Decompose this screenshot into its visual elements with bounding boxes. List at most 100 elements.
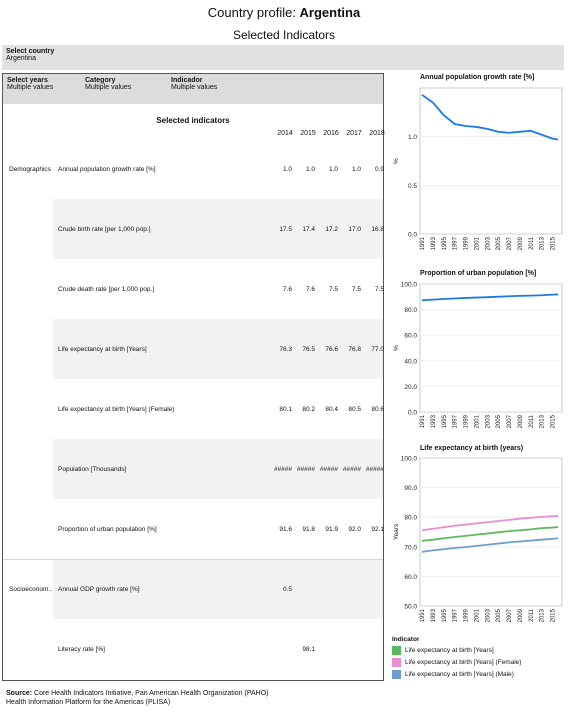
table-cell-value: 0.9 — [374, 166, 384, 173]
x-tick-label: 1997 — [453, 236, 459, 250]
table-cell-value: 92.1 — [371, 526, 384, 533]
table-cell-value: 76.3 — [279, 346, 292, 353]
table-cell-value: 76.6 — [325, 346, 338, 353]
table-cell-value: 80.6 — [371, 406, 384, 413]
y-tick-label: 40.0 — [404, 358, 417, 365]
country-filter-label: Select country — [6, 48, 55, 55]
x-tick-label: 1993 — [431, 608, 437, 622]
x-tick-label: 2011 — [529, 608, 535, 622]
indicator-label: Life expectancy at birth [Years] (Female… — [58, 406, 175, 413]
table-title: Selected indicators — [156, 116, 230, 125]
category-label: Socioeconom.. — [9, 586, 52, 593]
series-line — [421, 515, 559, 532]
chart-title-urban: Proportion of urban population [%] — [420, 270, 537, 277]
legend-label: Life expectancy at birth [Years] — [405, 647, 494, 654]
x-tick-label: 2013 — [540, 414, 546, 428]
x-tick-label: 2007 — [507, 414, 513, 428]
x-tick-label: 2013 — [540, 236, 546, 250]
y-tick-label: 60.0 — [404, 574, 417, 581]
y-axis-label: % — [393, 158, 400, 164]
table-cell-value: 7.6 — [305, 286, 315, 293]
y-tick-label: 0.0 — [408, 410, 417, 417]
table-cell-value: 91.9 — [325, 526, 338, 533]
year-header: 2015 — [300, 130, 316, 137]
source-note: Source: Core Health Indicators Initiativ… — [6, 689, 268, 707]
years-filter-value[interactable]: Multiple values — [7, 84, 54, 91]
table-cell-value: 92.0 — [348, 526, 361, 533]
table-cell-value: ##### — [319, 466, 338, 473]
legend-swatch — [392, 670, 401, 679]
x-tick-label: 1995 — [442, 236, 448, 250]
x-tick-label: 2009 — [518, 608, 524, 622]
indicator-label: Literacy rate [%] — [58, 646, 105, 653]
year-header: 2016 — [323, 130, 339, 137]
y-tick-label: 1.0 — [408, 134, 417, 141]
table-cell-value: 98.1 — [302, 646, 315, 653]
category-filter-label: Category — [85, 77, 116, 84]
y-tick-label: 0.5 — [408, 183, 417, 190]
y-axis-label: Years — [393, 523, 400, 540]
indicator-filter-label: Indicador — [171, 77, 203, 84]
table-cell-value: 76.5 — [302, 346, 315, 353]
x-tick-label: 2001 — [474, 236, 480, 250]
x-tick-label: 2015 — [551, 608, 557, 622]
category-label: Demographics — [9, 166, 51, 173]
indicator-label: Population [Thousands] — [58, 466, 127, 473]
x-tick-label: 1993 — [431, 236, 437, 250]
country-filter[interactable]: Select country Argentina — [2, 45, 564, 70]
indicator-label: Life expectancy at birth [Years] — [58, 346, 147, 353]
x-tick-label: 1997 — [453, 414, 459, 428]
country-filter-value[interactable]: Argentina — [6, 55, 36, 62]
table-cell-value: 91.8 — [302, 526, 315, 533]
years-filter-label: Select years — [7, 77, 48, 84]
source-line-1: Core Health Indicators Initiative, Pan A… — [32, 690, 269, 697]
table-cell-value: 7.5 — [328, 286, 338, 293]
filter-row: Select years Multiple values Category Mu… — [3, 74, 383, 104]
x-tick-label: 2009 — [518, 414, 524, 428]
category-filter-value[interactable]: Multiple values — [85, 84, 132, 91]
indicator-filter[interactable]: Indicador Multiple values — [171, 77, 217, 91]
legend-item[interactable]: Life expectancy at birth [Years] — [392, 646, 521, 655]
y-tick-label: 100.0 — [401, 456, 418, 463]
plot-area — [419, 87, 563, 235]
x-tick-label: 2013 — [540, 608, 546, 622]
x-tick-label: 2003 — [485, 608, 491, 622]
x-tick-label: 2009 — [518, 236, 524, 250]
indicators-table-panel: Select years Multiple values Category Mu… — [2, 73, 385, 681]
series-line — [421, 526, 559, 542]
table-cell-value: 77.0 — [371, 346, 384, 353]
legend-item[interactable]: Life expectancy at birth [Years] (Female… — [392, 658, 521, 667]
table-cell-value: 1.0 — [351, 166, 361, 173]
indicator-filter-value[interactable]: Multiple values — [171, 84, 218, 91]
table-cell-value: ##### — [365, 466, 384, 473]
category-filter[interactable]: Category Multiple values — [85, 77, 131, 91]
chart-life-expectancy: 50.0 60.0 70.0 80.0 90.0 100.0 1991 1993 1995 199… — [393, 456, 563, 622]
years-filter[interactable]: Select years Multiple values — [7, 77, 53, 91]
x-tick-label: 2015 — [551, 236, 557, 250]
y-tick-label: 20.0 — [404, 384, 417, 391]
row-band — [53, 439, 383, 499]
chart-title-growth: Annual population growth rate [%] — [420, 74, 535, 81]
table-cell-value: 0.5 — [282, 586, 292, 593]
legend-item[interactable]: Life expectancy at birth [Years] (Male) — [392, 670, 521, 679]
x-tick-label: 2011 — [529, 236, 535, 250]
x-tick-label: 2005 — [496, 608, 502, 622]
plot-area — [419, 283, 563, 413]
x-tick-label: 2003 — [485, 414, 491, 428]
page-subtitle: Selected Indicators — [232, 28, 336, 42]
table-cell-value: 1.0 — [305, 166, 315, 173]
table-cell-value: 91.6 — [279, 526, 292, 533]
table-cell-value: 1.0 — [328, 166, 338, 173]
x-tick-label: 1993 — [431, 414, 437, 428]
table-cell-value: 17.5 — [279, 226, 292, 233]
legend-title: Indicator — [392, 636, 420, 643]
title-prefix: Country profile: — [207, 5, 300, 20]
x-tick-label: 2001 — [474, 414, 480, 428]
y-tick-label: 80.0 — [404, 307, 417, 314]
category-divider — [3, 559, 383, 560]
table-cell-value: 17.2 — [325, 226, 338, 233]
x-tick-label: 1999 — [464, 608, 470, 622]
indicator-label: Annual GDP growth rate [%] — [58, 586, 140, 593]
x-tick-label: 1997 — [453, 608, 459, 622]
indicator-label: Annual population growth rate [%] — [58, 166, 156, 173]
